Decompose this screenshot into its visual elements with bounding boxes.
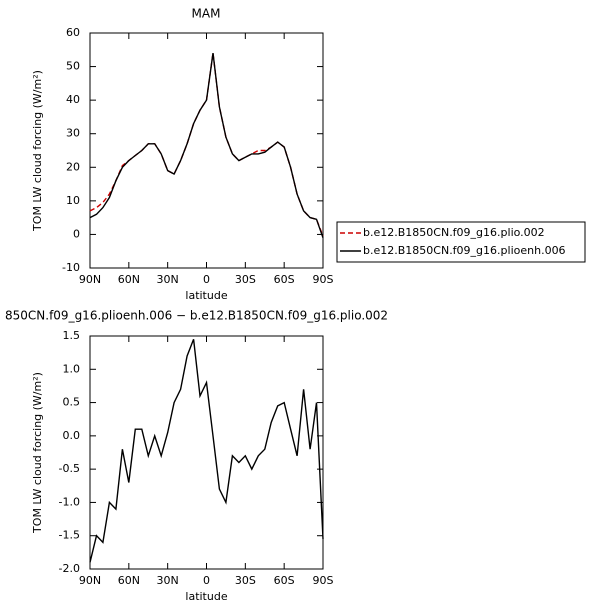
x-tick-label: 0 (203, 273, 210, 286)
y-tick-label: 1.5 (63, 329, 81, 342)
x-tick-label: 30N (157, 273, 179, 286)
series-line (89, 339, 324, 563)
x-tick-label: 60N (118, 574, 140, 587)
y-tick-label: -0.5 (59, 462, 80, 475)
legend-box (336, 221, 586, 263)
series-line (89, 53, 324, 239)
x-tick-label: 0 (203, 574, 210, 587)
x-axis-label: latitude (185, 289, 227, 302)
y-tick-label: 20 (66, 160, 80, 173)
x-tick-label: 30S (235, 273, 256, 286)
legend-label: b.e12.B1850CN.f09_g16.plioenh.006 (363, 244, 566, 257)
x-tick-label: 90N (79, 574, 101, 587)
series-line (89, 53, 324, 237)
x-tick-label: 60S (274, 574, 295, 587)
y-tick-label: 50 (66, 60, 80, 73)
y-tick-label: -1.0 (59, 495, 80, 508)
y-tick-label: -1.5 (59, 529, 80, 542)
x-tick-label: 90N (79, 273, 101, 286)
x-axis-label: latitude (185, 590, 227, 603)
x-tick-label: 30N (157, 574, 179, 587)
y-tick-label: 10 (66, 194, 80, 207)
plot-frame (89, 32, 324, 269)
chart-title: MAM (192, 7, 221, 21)
y-tick-label: -10 (62, 261, 80, 274)
y-tick-label: 0 (73, 227, 80, 240)
y-tick-label: -2.0 (59, 562, 80, 575)
x-tick-label: 60S (274, 273, 295, 286)
x-tick-label: 60N (118, 273, 140, 286)
x-tick-label: 30S (235, 574, 256, 587)
x-tick-label: 90S (313, 273, 334, 286)
y-tick-label: 1.0 (63, 362, 81, 375)
chart-title: 850CN.f09_g16.plioenh.006 − b.e12.B1850C… (5, 309, 388, 323)
y-axis-label: TOM LW cloud forcing (W/m²) (31, 70, 44, 232)
plot-frame (89, 335, 324, 570)
legend-label: b.e12.B1850CN.f09_g16.plio.002 (363, 226, 545, 239)
y-axis-label: TOM LW cloud forcing (W/m²) (31, 372, 44, 534)
x-tick-label: 90S (313, 574, 334, 587)
y-tick-label: 0.5 (63, 396, 81, 409)
y-tick-label: 40 (66, 93, 80, 106)
y-tick-label: 30 (66, 127, 80, 140)
y-tick-label: 60 (66, 26, 80, 39)
y-tick-label: 0.0 (63, 429, 81, 442)
